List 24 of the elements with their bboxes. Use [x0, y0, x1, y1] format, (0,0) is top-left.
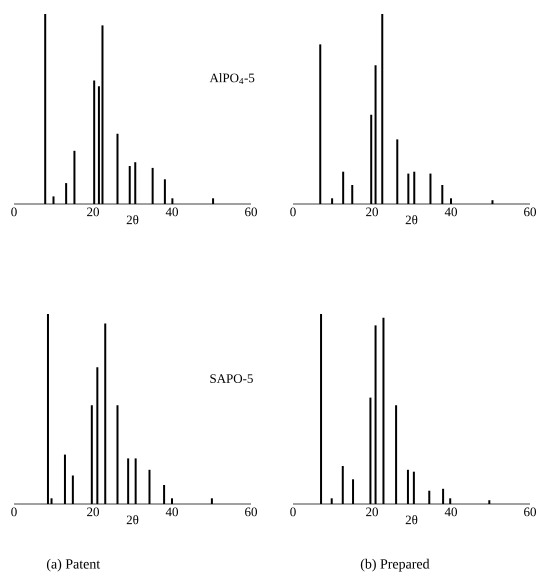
x-tick-label: 20 [366, 208, 378, 216]
x-axis-title: 2θ [126, 515, 138, 524]
x-tick-label: 0 [11, 208, 17, 216]
x-tick-label: 40 [166, 208, 178, 216]
x-tick-label: 60 [245, 208, 257, 216]
x-tick-label: 0 [11, 508, 17, 516]
text: (a) Patent [46, 558, 100, 572]
x-tick-label: 40 [444, 208, 457, 216]
x-tick-label: 0 [290, 208, 296, 216]
x-tick-label: 60 [245, 508, 257, 516]
x-axis-title: 2θ [126, 215, 138, 224]
x-tick-label: 20 [366, 508, 378, 516]
x-tick-label: 60 [524, 208, 536, 216]
x-tick-label: 0 [290, 508, 296, 516]
x-tick-label: 40 [166, 508, 178, 516]
annotation: SAPO-5 [210, 374, 253, 383]
annotation: AlPO$_{4}$-5 [210, 73, 254, 84]
x-tick-label: 40 [444, 508, 457, 516]
x-tick-label: 20 [87, 508, 99, 516]
x-tick-label: 60 [524, 508, 536, 516]
x-axis-title: 2θ [406, 215, 418, 224]
text: (b) Prepared [360, 558, 430, 572]
x-axis-title: 2θ [406, 515, 418, 524]
x-tick-label: 20 [87, 208, 99, 216]
